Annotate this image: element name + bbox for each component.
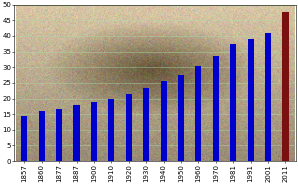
Bar (265, 33, 271, 161)
Bar (213, 56, 219, 161)
Bar (230, 44, 236, 161)
Bar (126, 94, 132, 161)
Bar (56, 109, 62, 161)
Bar (74, 105, 80, 161)
Bar (178, 75, 184, 161)
Bar (108, 98, 114, 161)
Bar (21, 116, 27, 161)
Bar (283, 12, 288, 161)
Bar (195, 66, 201, 161)
Bar (143, 88, 149, 161)
Bar (91, 102, 97, 161)
Bar (39, 111, 45, 161)
Bar (248, 39, 254, 161)
Bar (161, 81, 167, 161)
